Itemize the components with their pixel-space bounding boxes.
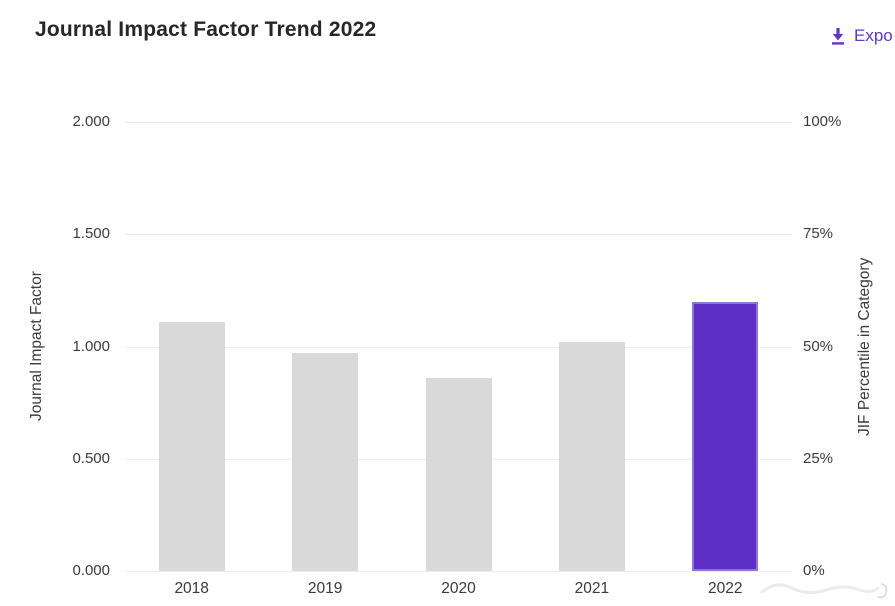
left-tick-1.000: 1.000 <box>72 337 110 355</box>
x-axis-label-2020: 2020 <box>441 580 476 597</box>
right-tick-25%: 25% <box>803 449 834 467</box>
watermark-scribble <box>760 583 888 599</box>
x-axis-label-2019: 2019 <box>307 580 343 597</box>
right-tick-50%: 50% <box>803 337 834 355</box>
bar-2019[interactable] <box>292 353 359 571</box>
x-axis-label-2021: 2021 <box>574 580 610 597</box>
bar-2021[interactable] <box>558 342 625 571</box>
gridline <box>125 346 792 348</box>
right-tick-75%: 75% <box>803 225 834 243</box>
export-label: Expo <box>854 26 893 45</box>
download-icon <box>830 27 846 46</box>
bar-2020[interactable] <box>425 377 492 571</box>
left-tick-0.000: 0.000 <box>72 562 110 579</box>
right-tick-0%: 0% <box>803 562 825 579</box>
left-tick-0.500: 0.500 <box>72 449 110 467</box>
left-tick-2.000: 2.000 <box>72 113 110 130</box>
right-tick-100%: 100% <box>803 113 842 130</box>
plot-area <box>125 122 792 572</box>
gridline <box>125 234 792 236</box>
bar-2022[interactable] <box>692 301 759 571</box>
left-axis-title: Journal Impact Factor <box>28 271 45 422</box>
x-axis-label-2018: 2018 <box>174 580 209 597</box>
gridline <box>125 571 792 572</box>
gridline <box>125 122 792 123</box>
chart-title: Journal Impact Factor Trend 2022 <box>35 18 377 41</box>
left-tick-1.500: 1.500 <box>72 225 110 243</box>
x-axis-label-2022: 2022 <box>708 580 743 597</box>
bar-2018[interactable] <box>158 321 225 571</box>
export-button[interactable]: Expo <box>830 26 893 46</box>
right-axis-title: JIF Percentile in Category <box>856 257 873 436</box>
